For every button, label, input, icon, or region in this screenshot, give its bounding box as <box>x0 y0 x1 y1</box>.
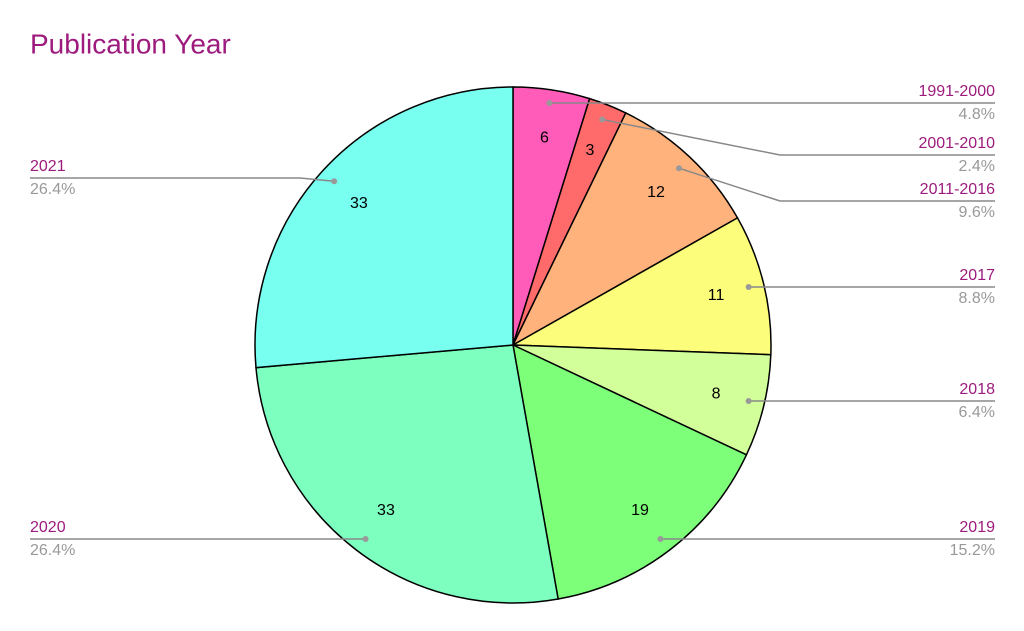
legend-label: 2001-2010 <box>918 135 995 152</box>
slice-value-label: 19 <box>631 502 649 519</box>
leader-dot <box>657 536 664 542</box>
slice-value-label: 8 <box>712 386 721 403</box>
pie-slice <box>512 343 748 600</box>
percent-label: 26.4% <box>30 542 75 559</box>
leader-dot <box>676 165 683 172</box>
pie-slice <box>255 344 560 604</box>
slice-value-label: 33 <box>377 502 395 519</box>
percent-label: 9.6% <box>959 204 995 221</box>
leader-dot <box>745 398 752 404</box>
legend-label: 2017 <box>959 267 995 284</box>
chart-title: Publication Year <box>30 28 231 59</box>
leader-dot <box>745 284 752 290</box>
legend-label: 2018 <box>959 381 995 398</box>
leader-dot <box>546 100 553 106</box>
legend-label: 1991-2000 <box>918 83 995 100</box>
percent-label: 26.4% <box>30 181 75 198</box>
leader-line <box>678 167 995 202</box>
pie-slice <box>510 216 772 356</box>
legend-label: 2019 <box>959 519 995 536</box>
percent-label: 6.4% <box>959 404 995 421</box>
leader-dot <box>362 536 369 542</box>
slice-value-label: 12 <box>647 184 665 201</box>
legend-label: 2020 <box>30 519 66 536</box>
slice-value-label: 3 <box>585 142 594 159</box>
leader-line <box>30 177 335 182</box>
percent-label: 2.4% <box>959 158 995 175</box>
slice-value-label: 33 <box>350 195 368 212</box>
leader-line <box>602 118 995 156</box>
pie-slice <box>254 86 514 369</box>
slice-value-label: 11 <box>708 287 725 304</box>
slice-value-label: 6 <box>540 130 549 147</box>
legend-label: 2011-2016 <box>920 181 995 198</box>
percent-label: 4.8% <box>959 106 995 123</box>
percent-label: 15.2% <box>950 542 995 559</box>
leader-dot <box>331 178 338 185</box>
leader-dot <box>599 116 606 123</box>
legend-label: 2021 <box>30 158 66 175</box>
pie-slice <box>511 111 739 347</box>
percent-label: 8.8% <box>959 290 995 307</box>
